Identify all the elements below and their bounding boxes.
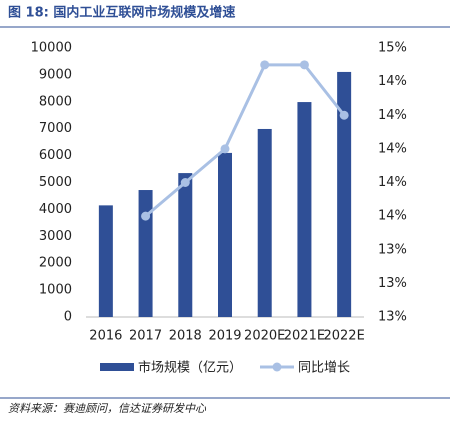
y2-tick-label: 14%	[378, 141, 407, 156]
legend-label: 市场规模（亿元）	[138, 360, 242, 376]
y-tick-label: 3000	[39, 229, 72, 244]
y2-tick-label: 14%	[378, 175, 407, 190]
y2-tick-label: 14%	[378, 108, 407, 123]
y-tick-label: 10000	[31, 41, 72, 56]
bar	[337, 71, 352, 317]
y-tick-label: 8000	[39, 94, 72, 109]
y2-tick-label: 14%	[378, 74, 407, 89]
y2-tick-label: 14%	[378, 209, 407, 224]
bar	[178, 173, 193, 317]
y-tick-label: 1000	[39, 283, 72, 298]
bar	[138, 190, 153, 317]
bar	[297, 102, 312, 317]
y-tick-label: 9000	[39, 67, 72, 82]
y2-tick-label: 13%	[378, 310, 407, 325]
chart-title: 图 18: 国内工业互联网市场规模及增速	[8, 5, 235, 21]
y2-tick-label: 15%	[378, 41, 407, 56]
bar	[218, 152, 232, 317]
legend-label: 同比增长	[298, 361, 350, 376]
x-tick-label: 2016	[89, 329, 122, 344]
y-tick-label: 4000	[39, 202, 72, 217]
line-point	[299, 60, 309, 70]
y-tick-label: 7000	[39, 121, 72, 136]
line	[144, 63, 346, 218]
x-tick-label: 2018	[169, 329, 202, 344]
y-tick-label: 2000	[39, 256, 72, 271]
y2-tick-label: 13%	[378, 276, 407, 291]
line-point	[220, 144, 230, 154]
legend-swatch	[100, 363, 134, 371]
x-tick-label: 2017	[129, 329, 162, 344]
y-tick-label: 6000	[39, 148, 72, 163]
x-tick-label: 2021E	[284, 329, 325, 344]
x-tick-label: 2020E	[244, 329, 285, 344]
y-tick-label: 5000	[39, 175, 72, 190]
source: 资料来源：赛迪顾问，信达证券研发中心	[8, 402, 207, 415]
bar	[98, 205, 113, 317]
line-point	[141, 211, 151, 221]
y2-tick-label: 13%	[378, 242, 407, 257]
bar	[257, 128, 272, 317]
line-point	[339, 110, 349, 120]
y-tick-label: 0	[64, 310, 72, 325]
line-point	[180, 178, 190, 187]
line-point	[260, 60, 270, 70]
x-tick-label: 2019	[208, 329, 241, 344]
legend-swatch	[272, 362, 282, 372]
x-tick-label: 2022E	[323, 329, 364, 344]
